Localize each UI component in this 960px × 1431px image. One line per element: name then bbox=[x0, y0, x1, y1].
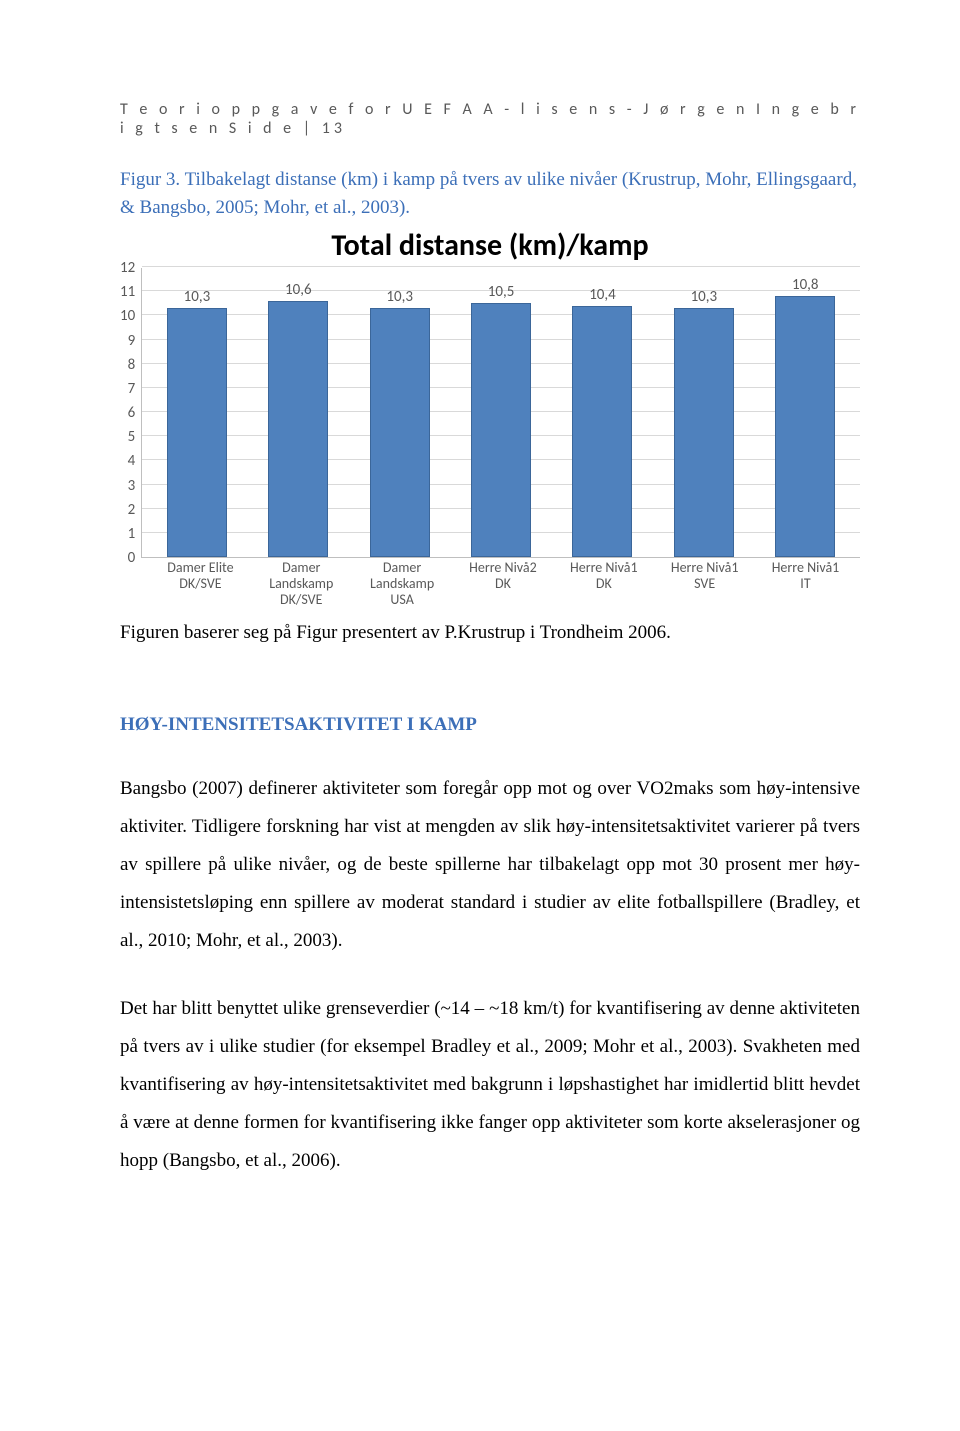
bar-chart: Total distanse (km)/kamp 012345678910111… bbox=[120, 227, 860, 608]
running-header: T e o r i o p p g a v e f o r U E F A A … bbox=[120, 100, 860, 138]
bar bbox=[775, 296, 835, 557]
bar-value-label: 10,3 bbox=[691, 288, 718, 306]
x-category-label: Damer Elite DK/SVE bbox=[161, 560, 239, 608]
bar bbox=[471, 303, 531, 557]
bar-value-label: 10,3 bbox=[184, 288, 211, 306]
bar-group: 10,8 bbox=[766, 276, 844, 557]
page: T e o r i o p p g a v e f o r U E F A A … bbox=[0, 0, 960, 1290]
bar-value-label: 10,3 bbox=[386, 288, 413, 306]
bar-group: 10,5 bbox=[462, 283, 540, 557]
figure-source: Figuren baserer seg på Figur presentert … bbox=[120, 622, 860, 644]
bar-value-label: 10,5 bbox=[488, 283, 515, 301]
x-category-label: Herre Nivå1 DK bbox=[565, 560, 643, 608]
bar-value-label: 10,4 bbox=[589, 286, 616, 304]
bar-group: 10,3 bbox=[361, 288, 439, 557]
chart-title: Total distanse (km)/kamp bbox=[120, 227, 860, 264]
paragraph-1: Bangsbo (2007) definerer aktiviteter som… bbox=[120, 770, 860, 960]
bar-value-label: 10,8 bbox=[792, 276, 819, 294]
paragraph-2: Det har blitt benyttet ulike grenseverdi… bbox=[120, 990, 860, 1180]
gridline bbox=[142, 266, 860, 267]
bar-group: 10,6 bbox=[259, 281, 337, 557]
figure-caption: Figur 3. Tilbakelagt distanse (km) i kam… bbox=[120, 166, 860, 221]
x-category-label: Herre Nivå1 IT bbox=[766, 560, 844, 608]
plot-area: 10,3 10,6 10,3 10,5 10,4 10,3 10,8 bbox=[141, 268, 860, 558]
bar-group: 10,3 bbox=[665, 288, 743, 557]
bar-group: 10,4 bbox=[563, 286, 641, 557]
x-category-label: Damer Landskamp DK/SVE bbox=[262, 560, 340, 608]
x-category-label: Herre Nivå2 DK bbox=[464, 560, 542, 608]
chart-plot: 0123456789101112 10,310,610,310,510,410,… bbox=[120, 268, 860, 558]
bar bbox=[167, 308, 227, 557]
x-category-label: Herre Nivå1 SVE bbox=[666, 560, 744, 608]
bar-group: 10,3 bbox=[158, 288, 236, 557]
section-heading: HØY-INTENSITETSAKTIVITET I KAMP bbox=[120, 714, 860, 736]
bar bbox=[572, 306, 632, 557]
bar bbox=[674, 308, 734, 557]
bar bbox=[370, 308, 430, 557]
bar bbox=[268, 301, 328, 557]
x-category-label: Damer Landskamp USA bbox=[363, 560, 441, 608]
bar-value-label: 10,6 bbox=[285, 281, 312, 299]
x-axis: Damer Elite DK/SVE Damer Landskamp DK/SVE… bbox=[146, 558, 860, 608]
y-axis: 0123456789101112 bbox=[120, 268, 141, 558]
